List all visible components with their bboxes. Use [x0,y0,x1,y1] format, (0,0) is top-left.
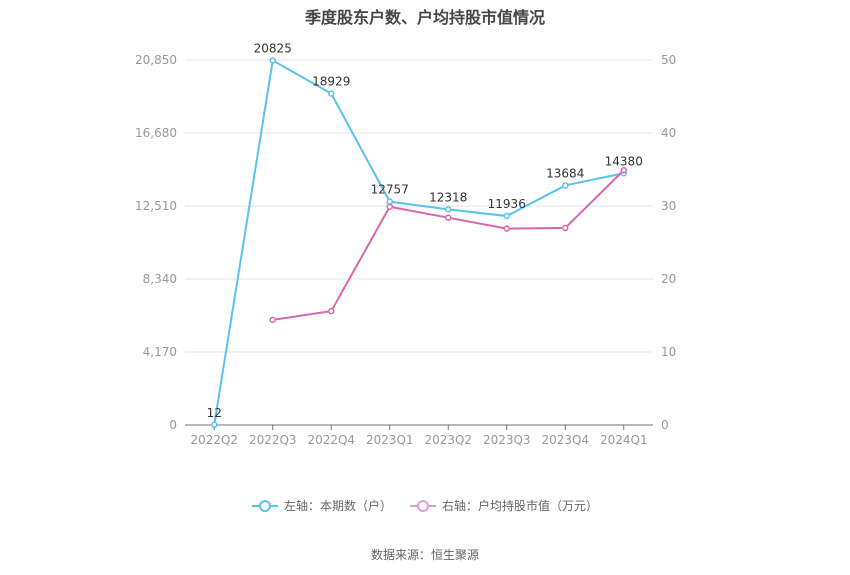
legend-label: 左轴：本期数（户） [283,499,392,513]
x-axis-label: 2024Q1 [600,433,648,447]
x-axis-label: 2022Q2 [190,433,238,447]
legend-item-avg-holding[interactable]: 右轴：户均持股市值（万元） [410,497,598,514]
right-axis-tick: 30 [661,199,676,213]
x-axis-label: 2022Q3 [249,433,297,447]
data-label: 13684 [546,166,584,180]
left-axis-tick: 16,680 [135,126,177,140]
data-label: 20825 [254,41,292,55]
data-point[interactable] [562,224,569,232]
x-axis-label: 2023Q3 [483,433,531,447]
data-point[interactable] [269,316,276,324]
legend: 左轴：本期数（户） 右轴：户均持股市值（万元） [0,497,850,514]
data-label: 12 [207,406,222,420]
data-label: 12318 [429,190,467,204]
data-point[interactable] [445,206,452,213]
legend-label: 右轴：户均持股市值（万元） [442,499,599,513]
data-point[interactable] [503,212,510,220]
data-label: 12757 [371,183,409,197]
chart-title: 季度股东户数、户均持股市值情况 [304,8,545,27]
data-point[interactable] [386,203,393,210]
left-axis-tick: 8,340 [143,272,177,286]
left-axis-tick: 4,170 [143,345,177,359]
left-axis-tick: 20,850 [135,53,177,67]
data-point[interactable] [445,214,452,221]
x-axis-label: 2023Q4 [541,433,589,447]
legend-item-shareholders[interactable]: 左轴：本期数（户） [251,497,392,514]
right-axis-tick: 40 [661,126,676,140]
data-point[interactable] [211,421,218,429]
data-point[interactable] [620,166,627,174]
data-label: 14380 [605,154,643,168]
right-axis-tick: 10 [661,345,676,359]
right-axis-tick: 0 [661,418,669,432]
right-axis-tick: 20 [661,272,676,286]
data-label: 11936 [488,197,526,211]
line-marker-icon [410,499,436,512]
data-label: 18929 [312,75,350,89]
left-axis-tick: 0 [169,418,177,432]
data-point[interactable] [503,225,510,232]
right-axis-tick: 50 [661,53,676,67]
x-axis-label: 2023Q2 [424,433,472,447]
data-point[interactable] [269,57,276,64]
data-source: 数据来源：恒生聚源 [370,548,479,562]
left-axis-tick: 12,510 [135,199,177,213]
series-line [213,58,624,425]
line-marker-icon [251,499,278,512]
x-axis-label: 2023Q1 [366,433,414,447]
data-point[interactable] [328,307,335,315]
data-point[interactable] [328,90,335,97]
x-axis-label: 2022Q4 [307,433,355,447]
data-point[interactable] [562,182,569,189]
data-point[interactable] [386,198,393,205]
